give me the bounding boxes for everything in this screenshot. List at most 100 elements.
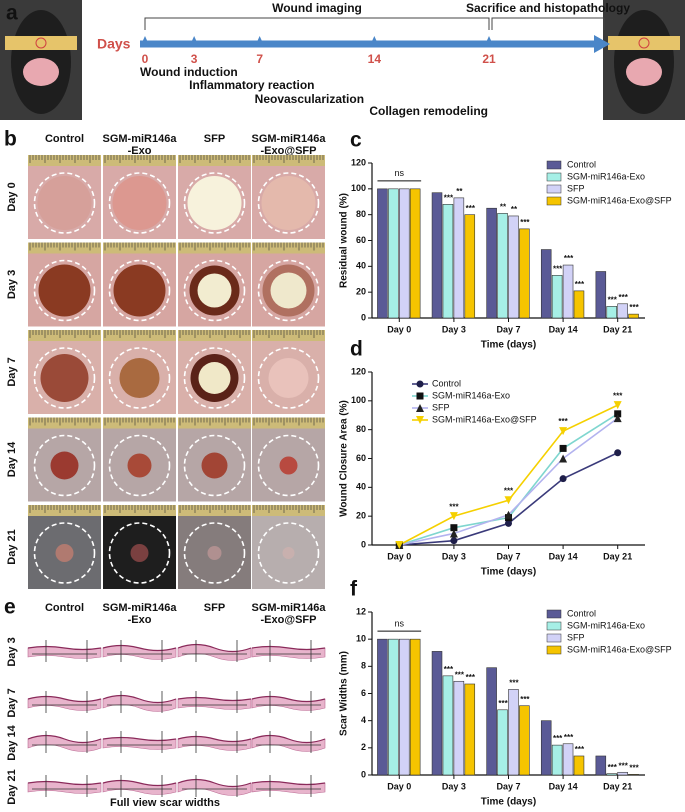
wound-photo xyxy=(178,505,251,589)
x-tick-label: Day 14 xyxy=(549,781,578,791)
legend-label: Control xyxy=(567,159,596,169)
x-tick-label: Day 0 xyxy=(387,324,411,334)
wound-outline xyxy=(108,347,171,409)
epidermis xyxy=(177,643,252,653)
significance: *** xyxy=(558,417,568,426)
ruler xyxy=(103,242,176,254)
legend-label: SGM-miR146a-Exo xyxy=(432,390,510,400)
x-tick-label: Day 3 xyxy=(442,324,466,334)
bar xyxy=(388,638,399,776)
bar xyxy=(540,720,552,776)
y-tick-label: 2 xyxy=(361,742,366,752)
x-axis-title: Time (days) xyxy=(481,340,536,351)
epidermis xyxy=(177,778,252,788)
panel-letter: d xyxy=(350,338,363,361)
wound-photo xyxy=(103,505,176,589)
phase-label: Inflammatory reaction xyxy=(189,78,314,92)
wound-photo xyxy=(103,242,176,327)
bar xyxy=(497,709,508,776)
significance: *** xyxy=(613,391,623,400)
ruler xyxy=(252,330,325,341)
day-marker xyxy=(189,36,200,47)
wound-outline xyxy=(33,172,96,234)
bar xyxy=(519,705,530,776)
imaging-bracket xyxy=(144,17,490,30)
bracket-label: ns xyxy=(395,619,405,629)
significance: *** xyxy=(608,763,618,772)
wound-photo xyxy=(28,155,101,239)
wound-outline xyxy=(183,259,246,322)
day-label: 0 xyxy=(142,52,149,66)
day-label: 14 xyxy=(368,52,382,66)
wound-bed xyxy=(198,362,231,394)
bar xyxy=(551,275,563,319)
legend-swatch xyxy=(546,172,562,182)
wound-outline xyxy=(108,259,171,322)
wound-bed xyxy=(113,264,166,317)
epidermis xyxy=(251,645,326,651)
marker xyxy=(559,444,567,452)
legend-label: Control xyxy=(432,378,461,388)
legend-swatch xyxy=(546,160,562,170)
y-tick-label: 80 xyxy=(356,209,366,219)
column-header: Control xyxy=(45,602,84,614)
wound-outline xyxy=(183,347,246,409)
y-tick-label: 40 xyxy=(356,482,366,492)
marker xyxy=(613,401,622,410)
wound-bed xyxy=(130,544,149,562)
wound-outline xyxy=(183,434,246,497)
wound-bed xyxy=(55,544,74,562)
row-label: Day 21 xyxy=(6,529,18,564)
wound-outline xyxy=(183,522,246,584)
bar xyxy=(573,755,585,776)
legend-label: SGM-miR146a-Exo@SFP xyxy=(432,414,537,424)
y-tick-label: 20 xyxy=(356,511,366,521)
epidermis xyxy=(27,780,102,786)
marker xyxy=(559,475,567,483)
wound-bed xyxy=(40,354,89,402)
wound-bed xyxy=(282,547,295,559)
epidermis xyxy=(102,736,177,742)
x-axis-title: Time (days) xyxy=(481,797,536,808)
histology-section xyxy=(251,775,326,797)
y-tick-label: 20 xyxy=(356,287,366,297)
day-label: 21 xyxy=(482,52,496,66)
significance: *** xyxy=(553,264,563,273)
marker xyxy=(559,427,568,436)
marker xyxy=(614,410,622,418)
tissue xyxy=(251,735,326,752)
legend-label: SGM-miR146a-Exo@SFP xyxy=(567,644,672,654)
significance: *** xyxy=(520,695,530,704)
day-marker xyxy=(484,36,494,47)
histology-section xyxy=(102,731,177,753)
ruler xyxy=(28,242,101,254)
x-tick-label: Day 14 xyxy=(549,551,578,561)
wound-bed xyxy=(197,273,232,308)
significance: *** xyxy=(575,280,585,289)
wound-outline xyxy=(108,522,171,584)
marker xyxy=(504,496,513,505)
sacrifice-label: Sacrifice and histopathology xyxy=(466,1,630,15)
bar xyxy=(453,680,465,776)
wound-photo xyxy=(28,330,101,414)
significance: *** xyxy=(509,679,519,688)
significance: *** xyxy=(629,303,639,312)
ruler xyxy=(103,330,176,341)
epidermis xyxy=(102,644,177,652)
legend-swatch xyxy=(546,196,562,206)
significance: *** xyxy=(466,204,476,213)
wound-photo xyxy=(252,155,325,239)
significance: *** xyxy=(564,254,574,263)
legend-swatch xyxy=(546,184,562,194)
ruler xyxy=(178,417,251,429)
y-tick-label: 0 xyxy=(361,312,366,322)
histology-section xyxy=(102,691,177,713)
bar xyxy=(442,675,454,776)
x-axis-title: Time (days) xyxy=(481,567,536,578)
legend-label: SGM-miR146a-Exo xyxy=(567,171,645,181)
ruler xyxy=(178,242,251,254)
significance: *** xyxy=(444,193,454,202)
column-header: SGM-miR146a -Exo xyxy=(103,133,178,157)
bracket-label: ns xyxy=(395,168,405,178)
wound-photo xyxy=(252,242,325,327)
